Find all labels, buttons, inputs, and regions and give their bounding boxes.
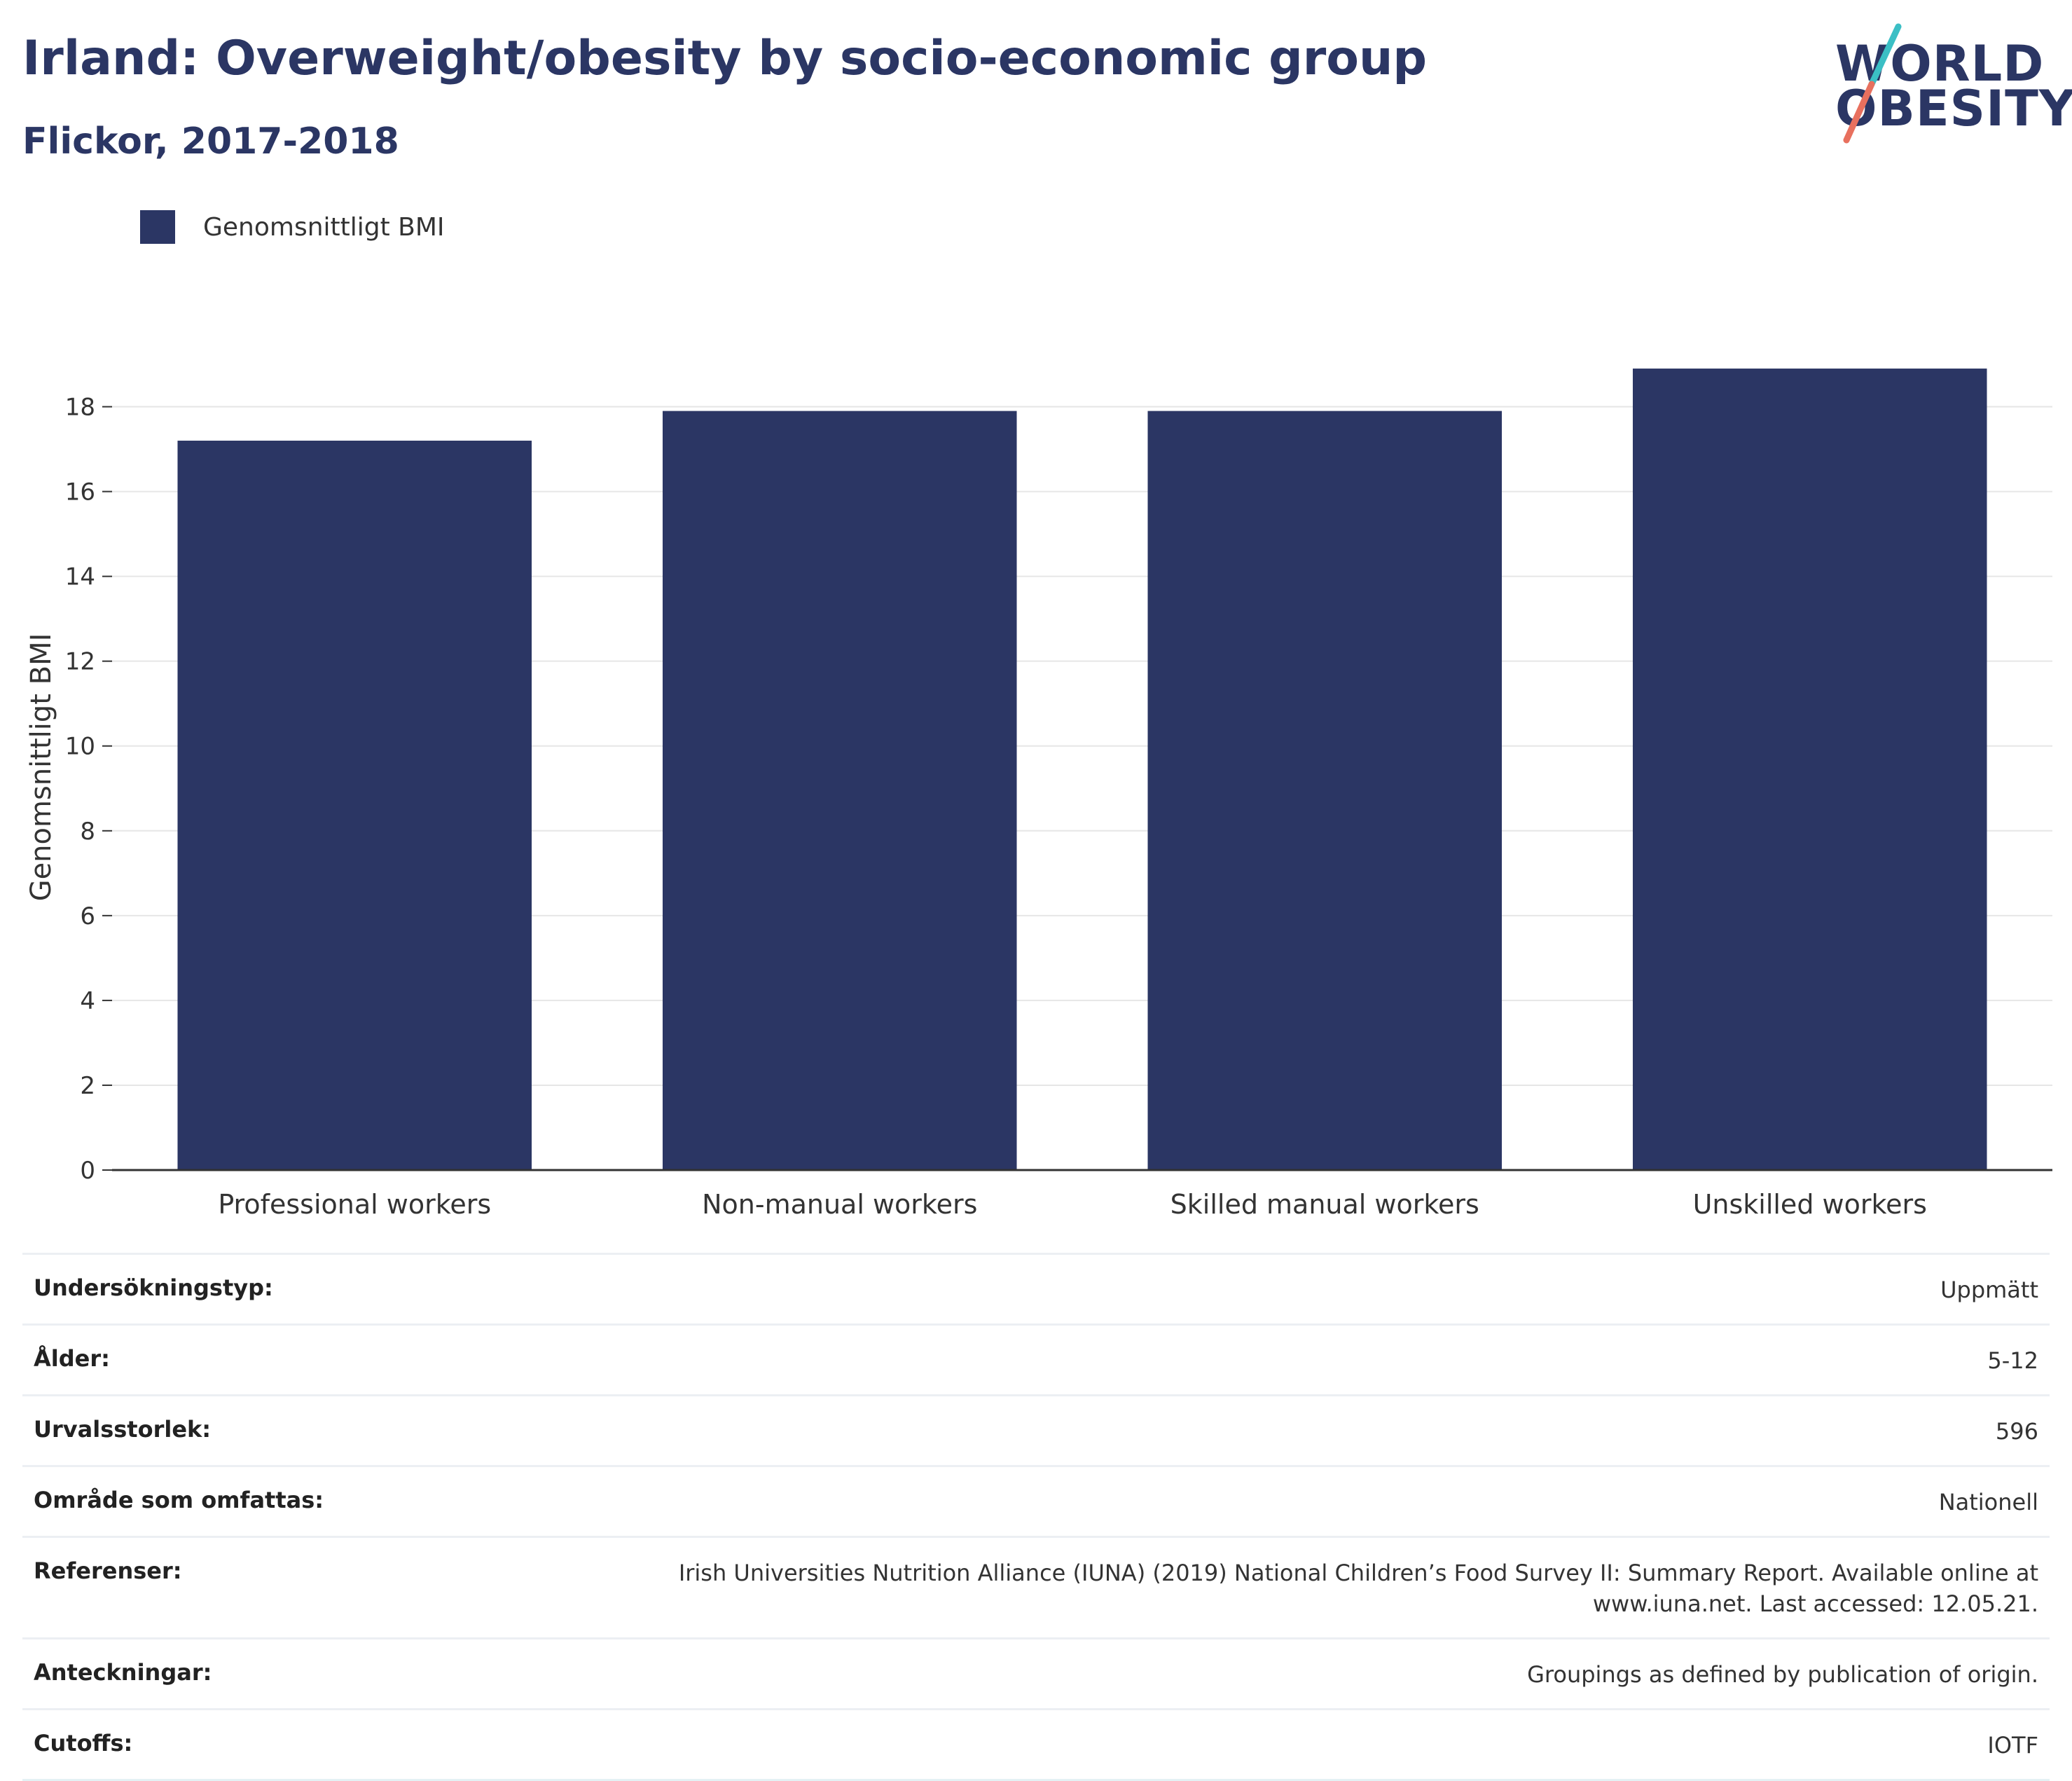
legend-label: Genomsnittligt BMI	[203, 212, 445, 242]
info-value: 596	[1995, 1418, 2038, 1445]
info-value: 5-12	[1987, 1347, 2038, 1374]
x-category-label: Non-manual workers	[702, 1189, 977, 1220]
page-subtitle: Flickor, 2017-2018	[22, 121, 399, 163]
y-tick-label: 4	[80, 987, 95, 1015]
logo-slash-icon	[1843, 23, 1902, 144]
info-row: Undersökningstyp: Uppmätt	[22, 1253, 2050, 1323]
y-tick-label: 10	[65, 733, 95, 761]
y-tick-label: 2	[80, 1072, 95, 1100]
y-axis-label: Genomsnittligt BMI	[25, 633, 57, 902]
y-tick-label: 16	[65, 479, 95, 507]
info-row: Urvalsstorlek: 596	[22, 1394, 2050, 1465]
x-category-label: Unskilled workers	[1693, 1189, 1927, 1220]
world-obesity-logo: WORLD OBESITY	[1821, 21, 2072, 147]
info-row: Anteckningar: Groupings as defined by pub…	[22, 1637, 2050, 1708]
chart-legend: Genomsnittligt BMI	[140, 210, 445, 244]
info-table: Undersökningstyp: Uppmätt Ålder: 5-12 Urvals…	[22, 1253, 2050, 1781]
info-label: Referenser:	[34, 1557, 182, 1584]
bar	[1147, 411, 1503, 1170]
x-category-label: Skilled manual workers	[1170, 1189, 1479, 1220]
info-label: Område som omfattas:	[34, 1487, 324, 1513]
y-tick-label: 0	[80, 1157, 95, 1185]
info-label: Ålder:	[34, 1345, 110, 1372]
info-row: Ålder: 5-12	[22, 1323, 2050, 1394]
info-value: Groupings as defined by publication of o…	[1527, 1661, 2038, 1688]
bar-chart: 0 2 4 6 8 10 12 14 16 18 Professional workers Non-m…	[25, 369, 2052, 1220]
y-tick-label: 14	[65, 563, 95, 591]
y-tick-label: 18	[65, 394, 95, 422]
bar	[177, 440, 532, 1170]
y-tick-label: 12	[65, 648, 95, 676]
info-label: Cutoffs:	[34, 1730, 133, 1756]
y-tick-label: 8	[80, 818, 95, 846]
info-value: Irish Universities Nutrition Alliance (I…	[678, 1560, 2038, 1617]
info-label: Anteckningar:	[34, 1659, 212, 1686]
info-label: Undersökningstyp:	[34, 1274, 273, 1301]
legend-swatch	[140, 210, 175, 244]
bar	[662, 411, 1017, 1170]
info-row: Cutoffs: IOTF	[22, 1708, 2050, 1781]
info-value: IOTF	[1987, 1732, 2038, 1759]
info-label: Urvalsstorlek:	[34, 1416, 212, 1443]
x-category-label: Professional workers	[218, 1189, 491, 1220]
info-row: Referenser: Irish Universities Nutrition …	[22, 1536, 2050, 1637]
page-title: Irland: Overweight/obesity by socio-econ…	[22, 31, 1428, 86]
info-value: Nationell	[1938, 1489, 2038, 1515]
bar	[1632, 369, 1987, 1170]
logo-text-line2: OBESITY	[1835, 80, 2072, 137]
info-value: Uppmätt	[1940, 1277, 2038, 1303]
info-row: Område som omfattas: Nationell	[22, 1465, 2050, 1536]
y-tick-label: 6	[80, 902, 95, 930]
